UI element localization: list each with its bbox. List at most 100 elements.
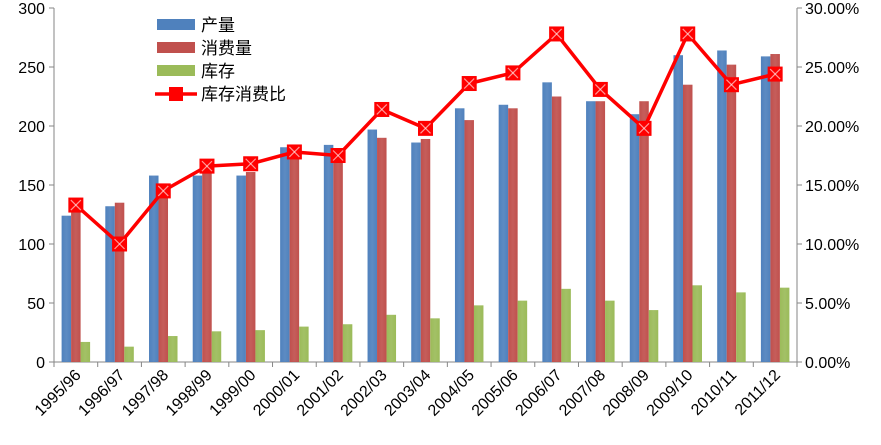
- bar-stock: [299, 326, 309, 362]
- bar-stock: [692, 285, 702, 362]
- ratio-marker-cross: [288, 146, 300, 158]
- bar-production: [586, 101, 596, 362]
- x-tick-label: 2001/02: [294, 367, 347, 420]
- x-tick-label: 1998/99: [163, 367, 216, 420]
- bar-production: [367, 129, 378, 362]
- x-tick-label: 2011/12: [732, 367, 784, 419]
- ratio-point: [592, 81, 608, 97]
- bar-production: [498, 104, 509, 362]
- ratio-point: [549, 26, 565, 42]
- x-tick-label: 2005/06: [469, 367, 522, 420]
- ratio-point: [330, 148, 346, 163]
- ratio-marker-cross: [769, 68, 781, 80]
- bar-stock: [168, 336, 178, 362]
- right-tick-label: 25.00%: [805, 60, 859, 77]
- bar-production: [149, 175, 159, 362]
- ratio-marker-cross: [70, 199, 82, 211]
- ratio-point: [723, 77, 739, 93]
- ratio-point: [767, 66, 783, 82]
- left-tick-label: 100: [18, 237, 45, 254]
- x-tick-label: 1995/96: [32, 367, 85, 420]
- bar-consumption: [158, 187, 169, 362]
- x-tick-label: 2009/10: [644, 367, 697, 420]
- left-tick-label: 0: [36, 355, 45, 372]
- left-tick-label: 150: [18, 178, 45, 195]
- ratio-point: [286, 144, 302, 160]
- ratio-marker-cross: [157, 185, 169, 197]
- ratio-marker-cross: [376, 104, 388, 115]
- right-tick-label: 20.00%: [805, 119, 859, 136]
- bar-stock: [80, 341, 91, 362]
- bar-consumption: [114, 202, 125, 362]
- ratio-marker-cross: [114, 238, 125, 250]
- x-tick-label: 2004/05: [425, 367, 478, 420]
- bar-consumption: [202, 166, 212, 362]
- bar-consumption: [770, 54, 780, 363]
- bar-production: [236, 175, 246, 362]
- x-tick-label: 2008/09: [600, 367, 653, 420]
- ratio-point: [243, 156, 259, 172]
- ratio-point: [680, 26, 696, 42]
- bar-consumption: [464, 120, 474, 362]
- bar-consumption: [551, 96, 562, 362]
- bar-stock: [605, 300, 615, 362]
- ratio-marker-cross: [726, 79, 737, 91]
- bar-consumption: [377, 137, 387, 362]
- right-tick-label: 15.00%: [805, 178, 859, 195]
- legend-label: 库存: [201, 62, 235, 82]
- bar-stock: [211, 331, 222, 362]
- left-tick-label: 250: [18, 60, 45, 77]
- ratio-marker-cross: [420, 122, 431, 134]
- ratio-marker-cross: [638, 122, 650, 134]
- bar-stock: [473, 305, 484, 362]
- bar-stock: [517, 300, 528, 362]
- bar-stock: [124, 346, 134, 362]
- x-tick-label: 1999/00: [207, 367, 260, 420]
- legend-swatch: [157, 19, 195, 30]
- bar-stock: [342, 324, 353, 362]
- ratio-marker-cross: [201, 160, 213, 172]
- bar-production: [323, 144, 334, 362]
- bar-stock: [386, 314, 397, 362]
- ratio-point: [199, 158, 215, 174]
- ratio-marker-cross: [594, 83, 606, 95]
- x-tick-label: 2007/08: [556, 367, 609, 420]
- legend-swatch: [157, 65, 195, 76]
- ratio-marker-cross: [332, 150, 344, 161]
- x-tick-label: 2010/11: [688, 367, 740, 419]
- bar-stock: [430, 318, 440, 362]
- ratio-point: [461, 76, 477, 92]
- ratio-marker-cross: [245, 158, 257, 170]
- legend-swatch: [157, 42, 195, 53]
- ratio-marker-cross: [507, 67, 519, 79]
- bar-consumption: [245, 172, 256, 362]
- x-tick-label: 2002/03: [338, 367, 391, 420]
- bar-consumption: [71, 205, 81, 362]
- bar-consumption: [639, 101, 649, 362]
- ratio-marker-cross: [463, 78, 475, 89]
- bar-production: [411, 142, 421, 362]
- ratio-point: [636, 120, 652, 136]
- bar-production: [760, 56, 771, 362]
- x-tick-label: 2006/07: [513, 367, 566, 420]
- bar-consumption: [289, 154, 300, 362]
- bar-production: [717, 50, 727, 362]
- x-tick-label: 1997/98: [119, 367, 172, 420]
- bar-production: [629, 114, 640, 362]
- left-tick-label: 50: [27, 296, 45, 313]
- right-tick-label: 0.00%: [805, 355, 850, 372]
- bar-stock: [648, 310, 659, 362]
- bar-stock: [561, 288, 571, 362]
- bar-consumption: [420, 138, 431, 362]
- right-tick-label: 5.00%: [805, 296, 850, 313]
- bar-production: [61, 215, 72, 362]
- ratio-point: [155, 183, 171, 199]
- right-tick-label: 10.00%: [805, 237, 859, 254]
- legend-label: 库存消费比: [201, 85, 286, 105]
- x-tick-label: 2000/01: [250, 367, 303, 420]
- ratio-marker-cross: [551, 28, 563, 40]
- bar-production: [454, 108, 465, 362]
- bar-production: [280, 147, 290, 362]
- ratio-point: [505, 65, 521, 81]
